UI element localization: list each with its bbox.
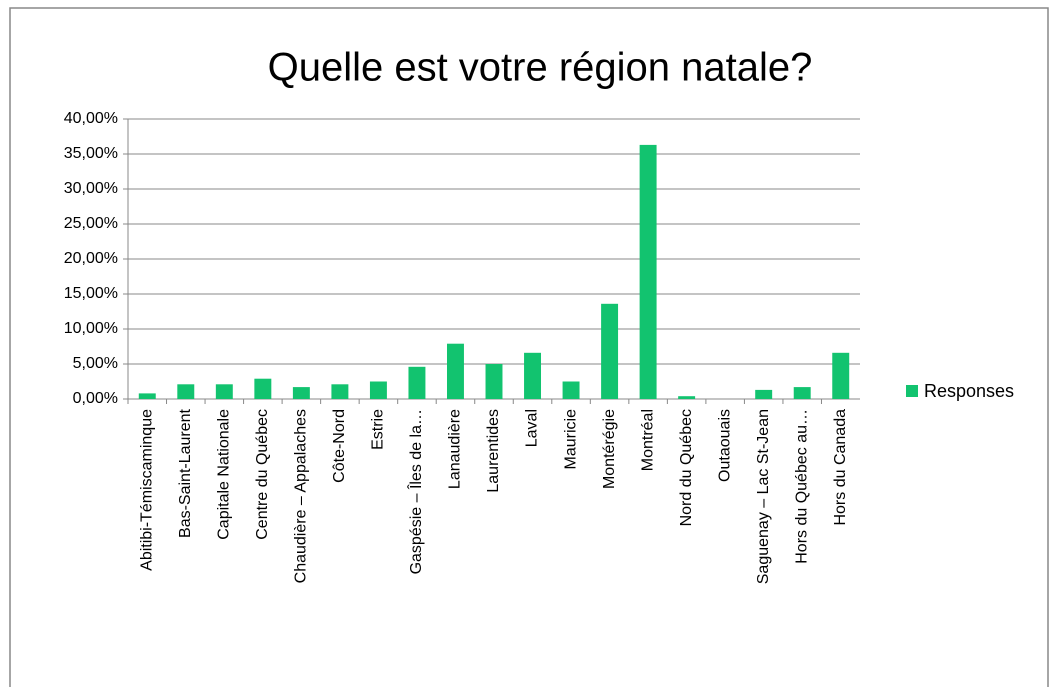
bar <box>524 352 542 399</box>
y-tick-label: 35,00% <box>64 145 118 162</box>
x-tick-label: Hors du Canada <box>832 409 849 526</box>
bar <box>832 352 850 399</box>
x-tick-label: Bas-Saint-Laurent <box>177 408 194 538</box>
y-tick-label: 0,00% <box>73 390 118 407</box>
bar <box>177 384 195 399</box>
legend-swatch <box>906 385 918 397</box>
bar <box>601 303 619 399</box>
x-tick-label: Centre du Québec <box>254 409 271 540</box>
bar <box>408 366 426 399</box>
bar <box>793 387 811 399</box>
x-tick-label: Laurentides <box>485 409 502 493</box>
x-tick-label: Capitale Nationale <box>216 409 233 540</box>
x-tick-label: Hors du Québec au… <box>793 409 810 564</box>
y-tick-label: 5,00% <box>73 355 118 372</box>
bar <box>562 381 580 399</box>
x-tick-label: Chaudière – Appalaches <box>293 409 310 583</box>
y-tick-label: 20,00% <box>64 250 118 267</box>
bar <box>485 364 503 399</box>
y-tick-label: 15,00% <box>64 285 118 302</box>
x-tick-label: Montréal <box>639 409 656 471</box>
chart-frame <box>9 7 1049 687</box>
x-tick-label: Gaspésie – Îles de la… <box>406 409 425 574</box>
x-tick-label: Côte-Nord <box>331 409 348 483</box>
x-tick-label: Estrie <box>370 409 387 450</box>
bar <box>331 384 349 399</box>
bar <box>292 387 310 399</box>
x-tick-label: Saguenay – Lac St-Jean <box>755 409 772 584</box>
x-tick-label: Lanaudière <box>447 409 464 489</box>
bar <box>215 384 233 399</box>
x-tick-label: Mauricie <box>562 409 579 470</box>
bar <box>369 381 387 399</box>
chart-title: Quelle est votre région natale? <box>268 46 813 90</box>
bar <box>678 396 696 399</box>
y-tick-label: 40,00% <box>64 110 118 127</box>
x-tick-label: Outaouais <box>716 409 733 482</box>
y-tick-label: 25,00% <box>64 215 118 232</box>
bar <box>138 393 156 399</box>
bar <box>755 389 773 399</box>
y-tick-label: 30,00% <box>64 180 118 197</box>
legend-label: Responses <box>924 381 1014 401</box>
bar <box>639 144 657 399</box>
bar <box>254 378 272 399</box>
y-tick-label: 10,00% <box>64 320 118 337</box>
x-tick-label: Laval <box>524 409 541 447</box>
x-tick-label: Montérégie <box>601 409 618 489</box>
x-tick-label: Nord du Québec <box>678 409 695 526</box>
bar <box>446 343 464 399</box>
x-tick-label: Abitibi-Témiscaminque <box>138 409 155 571</box>
